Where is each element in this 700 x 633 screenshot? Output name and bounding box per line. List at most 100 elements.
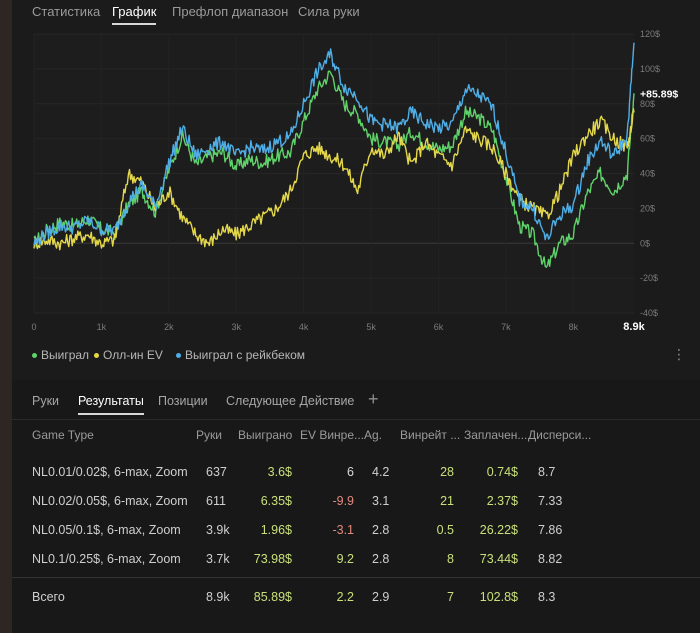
column-header-hands[interactable]: Руки — [196, 428, 222, 442]
plus-icon[interactable]: + — [368, 389, 379, 409]
x-tick-label: 5k — [366, 322, 376, 332]
cell-ev-winrate: -9.9 — [332, 494, 354, 508]
cell-ev-winrate: 6 — [347, 465, 354, 479]
cell-ag: 2.8 — [372, 552, 390, 566]
cell-game-type: NL0.05/0.1$, 6-max, Zoom — [32, 523, 181, 537]
tab-statistics[interactable]: Статистика — [32, 4, 101, 19]
column-header-game-type[interactable]: Game Type — [32, 428, 94, 442]
cell-ag: 2.9 — [372, 590, 390, 604]
column-header-dispersion[interactable]: Дисперси... — [528, 428, 592, 442]
column-header-won[interactable]: Выиграно — [238, 428, 293, 442]
x-tick-label: 8k — [569, 322, 579, 332]
column-header-ev-winrate[interactable]: EV Винре... — [300, 428, 365, 442]
y-tick-label: 60$ — [640, 134, 655, 144]
cell-won: 1.96$ — [260, 523, 292, 537]
tab-graph[interactable]: График — [112, 4, 157, 25]
y-tick-label: 100$ — [640, 64, 660, 74]
cell-winrate: 0.5 — [436, 523, 454, 537]
cell-ag: 2.8 — [372, 523, 390, 537]
cell-dispersion: 7.33 — [538, 494, 563, 508]
kebab-menu-icon[interactable]: ⋮ — [672, 346, 686, 362]
cell-hands: 611 — [206, 494, 226, 508]
x-tick-label: 4k — [299, 322, 309, 332]
legend-item-rakeback[interactable]: Выиграл с рейкбеком — [176, 348, 305, 362]
chart-svg[interactable]: 120$ 100$ 80$ 60$ 40$ 20$ 0$ -20$ -40$ 0 1k 2k 3k 4k 5… — [12, 28, 700, 343]
y-tick-label: 0$ — [640, 238, 650, 248]
cell-hands: 637 — [206, 465, 227, 479]
cell-paid: 102.8$ — [479, 590, 518, 604]
x-tick-label: 7k — [501, 322, 511, 332]
cell-won: 85.89$ — [253, 590, 292, 604]
legend-label: Выиграл с рейкбеком — [185, 348, 306, 362]
sub-tab-bar: Руки Результаты Позиции Следующее Действ… — [12, 380, 700, 420]
x-tick-label: 1k — [97, 322, 107, 332]
x-tick-label: 2k — [164, 322, 174, 332]
x-max-label: 8.9k — [623, 321, 645, 333]
cell-hands: 3.9k — [206, 523, 230, 537]
y-tick-label: 40$ — [640, 169, 655, 179]
cell-dispersion: 7.86 — [538, 523, 563, 537]
table-row[interactable]: NL0.01/0.02$, 6-max, Zoom 637 3.6$ 6 4.2… — [12, 458, 700, 487]
legend-label: Олл-ин EV — [103, 348, 163, 362]
cell-won: 73.98$ — [253, 552, 292, 566]
tab-hand-strength[interactable]: Сила руки — [298, 4, 360, 19]
cell-hands: 8.9k — [206, 590, 230, 604]
cell-hands: 3.7k — [206, 552, 230, 566]
table-row[interactable]: NL0.02/0.05$, 6-max, Zoom 611 6.35$ -9.9… — [12, 487, 700, 516]
table-total-row[interactable]: Всего 8.9k 85.89$ 2.2 2.9 7 102.8$ 8.3 — [12, 583, 700, 612]
cell-winrate: 7 — [447, 590, 454, 604]
cell-ag: 4.2 — [372, 465, 390, 479]
final-value-label: +85.89$ — [640, 88, 678, 100]
cell-dispersion: 8.7 — [538, 465, 556, 479]
cell-game-type: Всего — [32, 590, 65, 604]
cell-won: 3.6$ — [267, 465, 292, 479]
cell-dispersion: 8.3 — [538, 590, 556, 604]
table-header: Game Type Руки Выиграно EV Винре... Ag. … — [12, 424, 700, 448]
tab-next-action[interactable]: Следующее Действие — [226, 394, 355, 408]
y-tick-label: 80$ — [640, 99, 655, 109]
column-header-winrate[interactable]: Винрейт ... — [400, 428, 461, 442]
cell-dispersion: 8.82 — [538, 552, 563, 566]
cell-game-type: NL0.1/0.25$, 6-max, Zoom — [32, 552, 181, 566]
series-line-won — [33, 70, 635, 268]
legend-item-allin-ev[interactable]: Олл-ин EV — [94, 348, 163, 362]
legend-dot — [32, 353, 37, 359]
y-tick-label: -20$ — [640, 273, 658, 283]
legend-label: Выиграл — [41, 348, 90, 362]
results-chart[interactable]: 120$ 100$ 80$ 60$ 40$ 20$ 0$ -20$ -40$ 0 1k 2k 3k 4k 5… — [12, 28, 700, 343]
cell-game-type: NL0.01/0.02$, 6-max, Zoom — [32, 465, 188, 479]
legend-item-won[interactable]: Выиграл — [32, 348, 89, 362]
x-tick-label: 6k — [434, 322, 444, 332]
series-line-rakeback — [33, 42, 635, 246]
series-line-allin-ev — [33, 108, 635, 251]
cell-won: 6.35$ — [260, 494, 292, 508]
cell-winrate: 8 — [447, 552, 454, 566]
tab-positions[interactable]: Позиции — [158, 394, 208, 408]
x-tick-label: 0 — [31, 322, 36, 332]
tab-results[interactable]: Результаты — [78, 394, 144, 415]
x-tick-label: 3k — [231, 322, 241, 332]
y-tick-label: 20$ — [640, 203, 655, 213]
cell-game-type: NL0.02/0.05$, 6-max, Zoom — [32, 494, 188, 508]
cell-winrate: 21 — [440, 494, 454, 508]
tab-hands[interactable]: Руки — [32, 394, 60, 408]
cell-ev-winrate: -3.1 — [332, 523, 354, 537]
cell-paid: 0.74$ — [486, 465, 518, 479]
results-panel: Руки Результаты Позиции Следующее Действ… — [12, 380, 700, 633]
cell-ev-winrate: 2.2 — [336, 590, 354, 604]
column-header-ag[interactable]: Ag. — [364, 428, 383, 442]
legend-dot — [94, 353, 99, 359]
cell-ag: 3.1 — [372, 494, 390, 508]
cell-paid: 2.37$ — [486, 494, 518, 508]
window-edge — [0, 0, 12, 633]
y-tick-label: 120$ — [640, 29, 660, 39]
y-tick-label: -40$ — [640, 308, 658, 318]
cell-paid: 73.44$ — [479, 552, 518, 566]
total-divider — [12, 577, 700, 578]
table-row[interactable]: NL0.05/0.1$, 6-max, Zoom 3.9k 1.96$ -3.1… — [12, 516, 700, 545]
table-row[interactable]: NL0.1/0.25$, 6-max, Zoom 3.7k 73.98$ 9.2… — [12, 545, 700, 574]
tab-preflop-range[interactable]: Префлоп диапазон — [172, 4, 289, 19]
cell-ev-winrate: 9.2 — [336, 552, 354, 566]
legend-dot — [176, 353, 181, 359]
column-header-paid[interactable]: Заплачен... — [464, 428, 528, 442]
